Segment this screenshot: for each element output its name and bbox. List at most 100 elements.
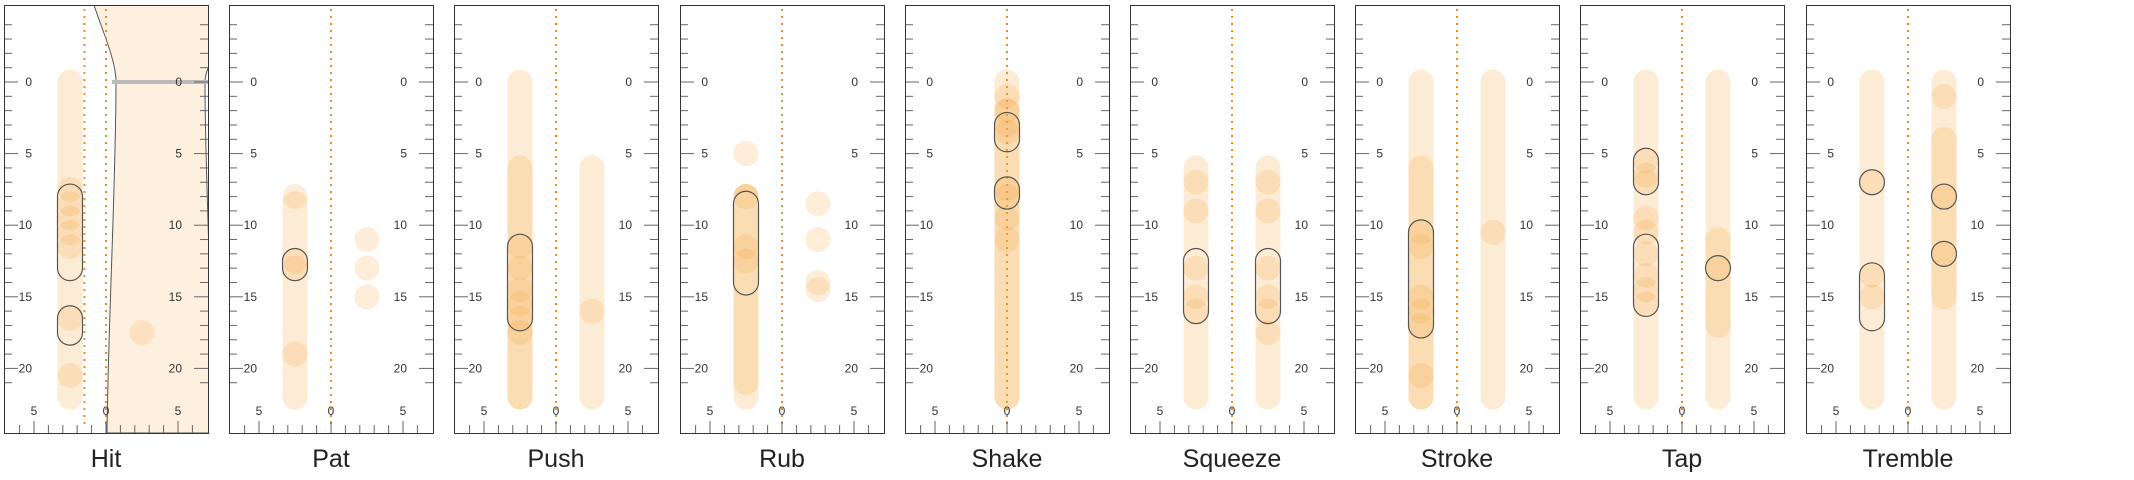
y-tick-label-right: 20	[1295, 361, 1309, 375]
x-tick-label: 5	[481, 404, 488, 418]
x-tick-label: 5	[1607, 404, 1614, 418]
y-tick-label-left: 15	[1595, 290, 1609, 304]
y-tick-label-right: 10	[169, 218, 183, 232]
y-tick-label-left: 10	[244, 218, 258, 232]
silhouette-shape	[93, 6, 208, 433]
data-point	[507, 305, 533, 331]
data-point	[354, 227, 380, 253]
data-point	[57, 219, 83, 245]
y-tick-label-right: 5	[851, 147, 858, 161]
data-point	[1408, 363, 1434, 389]
x-tick-label: 5	[1977, 404, 1984, 418]
data-point	[507, 291, 533, 317]
x-tick-label: 5	[400, 404, 407, 418]
y-tick-label-right: 5	[1301, 147, 1308, 161]
y-tick-label-left: 0	[1827, 75, 1834, 89]
panel-contents	[1356, 9, 1559, 433]
data-point	[1255, 284, 1281, 310]
range-bar	[1183, 155, 1209, 410]
data-point	[1931, 241, 1957, 267]
range-bar	[994, 98, 1020, 410]
y-tick-label-left: 10	[1370, 218, 1384, 232]
y-tick-label-left: 10	[19, 218, 33, 232]
x-tick-label: 5	[851, 404, 858, 418]
y-tick-label-right: 20	[169, 361, 183, 375]
outline-capsule	[732, 190, 760, 296]
data-point	[57, 305, 83, 331]
range-bar	[579, 155, 605, 410]
panel-contents	[1581, 9, 1784, 433]
range-bar	[282, 191, 308, 410]
y-tick-label-right: 20	[1971, 361, 1985, 375]
y-tick-label-left: 0	[1601, 75, 1608, 89]
y-tick-label-left: 0	[25, 75, 32, 89]
panel-title: Hit	[91, 445, 122, 473]
data-point	[57, 205, 83, 231]
data-point	[507, 320, 533, 346]
y-tick-label-right: 5	[1076, 147, 1083, 161]
y-tick-label-left: 15	[1145, 290, 1159, 304]
range-bar	[1931, 126, 1957, 310]
data-point	[733, 184, 759, 210]
panel-rub: 0 0 5 5 10 10 15 15 20 20 5 0 5 Rub	[680, 5, 885, 473]
y-tick-label-left: 5	[926, 147, 933, 161]
y-tick-label-left: 15	[1370, 290, 1384, 304]
y-tick-label-left: 10	[1595, 218, 1609, 232]
x-tick-label: 5	[175, 404, 182, 418]
x-tick-label: 5	[1833, 404, 1840, 418]
outline-capsule	[1407, 219, 1435, 339]
y-tick-label-right: 20	[1520, 361, 1534, 375]
data-point	[994, 227, 1020, 253]
outline-capsule	[506, 233, 534, 332]
y-tick-label-right: 15	[1971, 290, 1985, 304]
outline-capsule	[1632, 147, 1660, 196]
y-tick-label-left: 15	[1821, 290, 1835, 304]
data-point	[994, 98, 1020, 124]
y-tick-label-right: 15	[394, 290, 408, 304]
y-tick-label-right: 10	[1745, 218, 1759, 232]
y-tick-label-right: 10	[845, 218, 859, 232]
y-tick-label-left: 5	[1151, 147, 1158, 161]
range-bar	[733, 184, 759, 396]
data-point	[1408, 312, 1434, 338]
data-point	[805, 269, 831, 295]
y-tick-label-left: 20	[1370, 361, 1384, 375]
y-tick-label-right: 5	[1977, 147, 1984, 161]
y-tick-label-left: 20	[695, 361, 709, 375]
x-tick-label: 5	[625, 404, 632, 418]
y-tick-label-right: 5	[400, 147, 407, 161]
data-point	[1633, 205, 1659, 231]
y-tick-label-left: 10	[695, 218, 709, 232]
data-point	[733, 234, 759, 260]
outline-capsule	[993, 111, 1021, 153]
y-tick-label-left: 20	[1595, 361, 1609, 375]
y-tick-label-right: 0	[851, 75, 858, 89]
outline-capsule	[1632, 233, 1660, 318]
y-tick-label-right: 15	[1520, 290, 1534, 304]
y-tick-label-right: 20	[1745, 361, 1759, 375]
y-tick-label-right: 0	[1301, 75, 1308, 89]
data-point	[354, 284, 380, 310]
data-point	[579, 298, 605, 324]
y-tick-label-left: 20	[244, 361, 258, 375]
x-tick-label: 0	[1454, 404, 1461, 418]
y-tick-label-right: 0	[1751, 75, 1758, 89]
data-point	[1633, 148, 1659, 174]
outline-capsule	[1858, 169, 1886, 196]
x-tick-label: 5	[1157, 404, 1164, 418]
outline-capsule	[56, 183, 84, 282]
data-point	[1633, 241, 1659, 267]
range-bar	[1705, 69, 1731, 410]
y-tick-label-left: 0	[926, 75, 933, 89]
y-tick-label-left: 5	[701, 147, 708, 161]
range-bar	[994, 69, 1020, 410]
y-tick-label-right: 15	[845, 290, 859, 304]
data-point	[1255, 255, 1281, 281]
data-point	[1255, 298, 1281, 324]
x-tick-label: 0	[1679, 404, 1686, 418]
panel-push: 0 0 5 5 10 10 15 15 20 20 5 0 5 Push	[454, 5, 659, 473]
data-point	[354, 255, 380, 281]
y-tick-label-left: 5	[475, 147, 482, 161]
panel-contents	[5, 6, 208, 433]
